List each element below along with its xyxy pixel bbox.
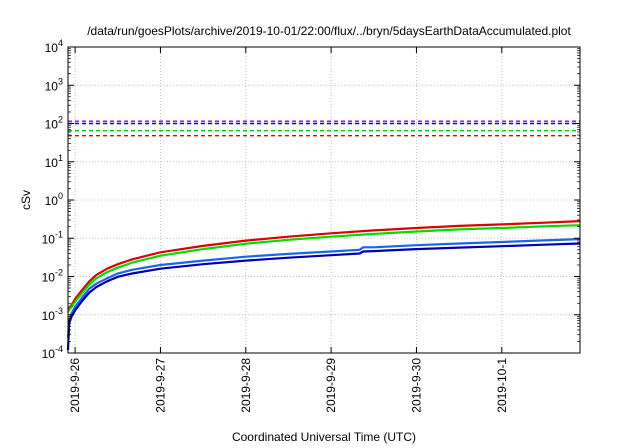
- y-axis-ticks: 10-4 10-3 10-2 10-1 100 101 102 103 104: [42, 38, 580, 361]
- series-line: [67, 220, 581, 310]
- x-tick-label: 2019-9-28: [239, 358, 253, 413]
- series-line: [66, 242, 581, 351]
- y-tick-label: 10-2: [42, 268, 63, 285]
- y-tick-label: 10-4: [42, 344, 63, 361]
- y-tick-label: 104: [45, 38, 63, 55]
- chart-title: /data/run/goesPlots/archive/2019-10-01/2…: [87, 24, 571, 38]
- x-axis-label: Coordinated Universal Time (UTC): [232, 430, 416, 444]
- y-axis-label: cSv: [19, 190, 33, 210]
- y-tick-label: 102: [45, 115, 63, 132]
- series-line: [67, 224, 581, 313]
- x-tick-label: 2019-9-27: [153, 358, 167, 413]
- y-tick-label: 10-1: [42, 229, 63, 246]
- x-axis-ticks: 2019-9-26 2019-9-27 2019-9-28 2019-9-29 2019…: [68, 47, 509, 413]
- x-tick-label: 2019-9-26: [68, 358, 82, 413]
- y-tick-label: 101: [45, 153, 63, 170]
- x-tick-label: 2019-9-29: [324, 358, 338, 413]
- series-lines: [66, 220, 581, 351]
- y-tick-label: 100: [45, 191, 63, 208]
- grid: [68, 47, 580, 353]
- series-line: [66, 238, 581, 338]
- y-tick-label: 103: [45, 76, 63, 93]
- x-tick-label: 2019-9-30: [409, 358, 423, 413]
- y-tick-label: 10-3: [42, 306, 63, 323]
- x-tick-label: 2019-10-1: [495, 358, 509, 413]
- threshold-lines: [68, 120, 580, 137]
